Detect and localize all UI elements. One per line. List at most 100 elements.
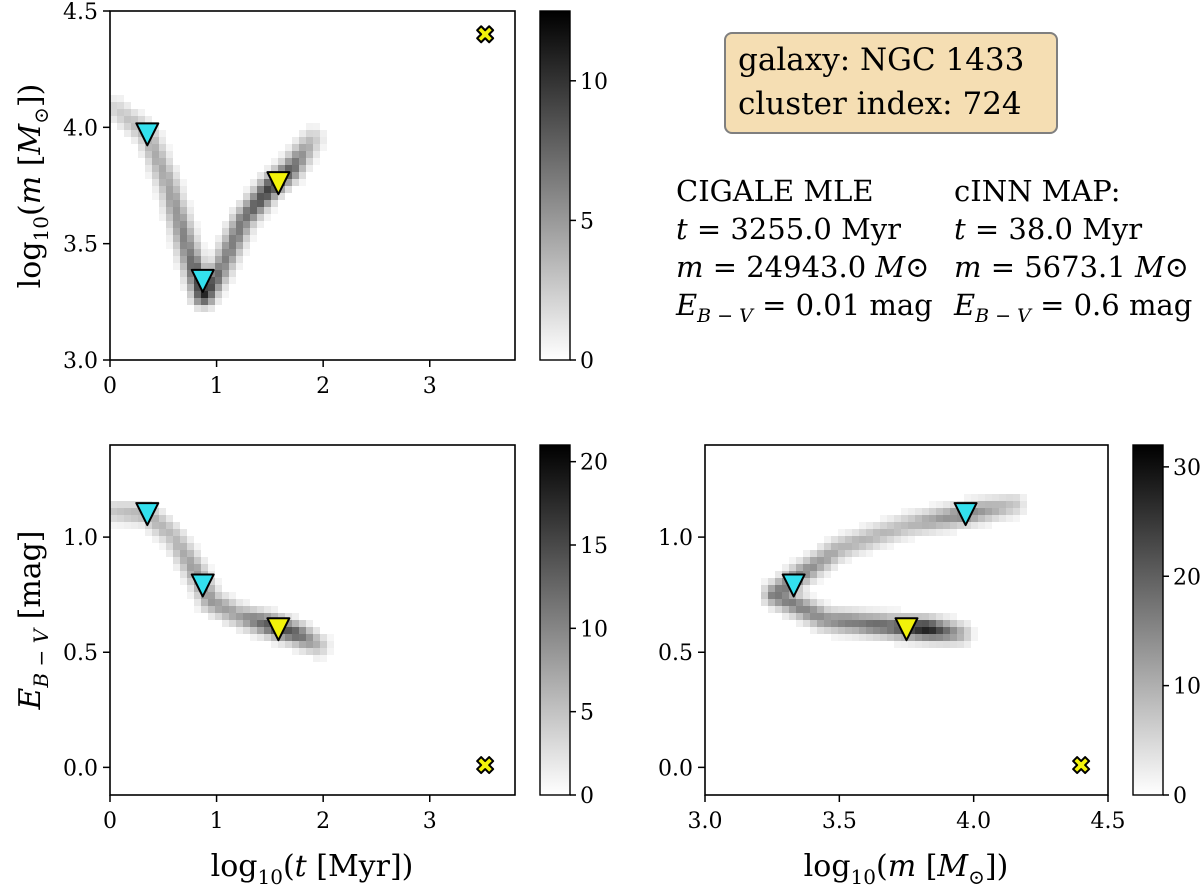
density-cell [180,200,187,207]
ylabel-bottom-left: EB − V [mag] [13,530,53,710]
density-cell [299,634,306,641]
density-cell [943,641,950,648]
density-cell [831,564,838,571]
density-cell [222,221,229,228]
plot-frame-bottom-left [109,444,516,796]
density-cell [222,277,229,284]
density-cell [271,158,278,165]
ylabel-top: log10(m [M⊙]) [13,84,53,289]
density-cell [810,578,817,585]
density-cell [789,557,796,564]
density-cell [257,634,264,641]
density-cell [201,599,208,606]
colorbar-tick-label: 5 [580,701,594,726]
density-cell [901,613,908,620]
density-cell [250,179,257,186]
density-cell [803,578,810,585]
density-cell [194,221,201,228]
density-cell [782,592,789,599]
density-cell [880,613,887,620]
density-cell [313,641,320,648]
density-cell [159,508,166,515]
density-cell [194,284,201,291]
density-cell [866,543,873,550]
density-cell [229,242,236,249]
density-cell [145,522,152,529]
density-cell [250,606,257,613]
density-cell [166,151,173,158]
density-cell [943,620,950,627]
density-cell [124,515,131,522]
density-cell [222,242,229,249]
density-cell [866,529,873,536]
density-cell [838,529,845,536]
density-cell [803,620,810,627]
density-cell [943,529,950,536]
density-cell [201,564,208,571]
density-cell [152,165,159,172]
density-cell [264,165,271,172]
density-cell [810,550,817,557]
yellow-triangle-marker [266,617,291,642]
density-cell [110,508,117,515]
density-cell [971,522,978,529]
density-cell [887,536,894,543]
density-cell [782,613,789,620]
density-cell [180,249,187,256]
density-cell [187,221,194,228]
colorbar-tick-label: 15 [580,534,608,559]
density-cell [208,585,215,592]
density-cell [796,599,803,606]
density-cell [187,235,194,242]
density-cell [845,627,852,634]
density-cell [145,144,152,151]
density-cell [236,263,243,270]
density-cell [250,228,257,235]
density-cell [936,515,943,522]
density-cell [187,585,194,592]
density-cell [831,606,838,613]
density-cell [222,249,229,256]
density-cell [264,193,271,200]
density-cell [943,515,950,522]
density-cell [180,543,187,550]
density-cell [285,641,292,648]
density-cell [299,641,306,648]
density-cell [236,627,243,634]
density-cell [236,207,243,214]
density-cell [306,620,313,627]
density-cell [131,522,138,529]
density-cell [950,620,957,627]
density-cell [306,144,313,151]
density-cell [257,193,264,200]
density-cell [173,557,180,564]
density-cell [152,186,159,193]
density-cell [852,543,859,550]
density-cell [215,592,222,599]
density-cell [159,522,166,529]
density-cell [152,144,159,151]
density-cell [887,634,894,641]
density-cell [992,501,999,508]
density-cell [901,508,908,515]
density-cell [222,606,229,613]
colorbar-tick-label: 10 [580,617,608,642]
density-cell [796,613,803,620]
density-cell [180,284,187,291]
density-cell [138,515,145,522]
density-cell [880,522,887,529]
density-cell [166,550,173,557]
density-cell [257,613,264,620]
density-cell [271,193,278,200]
density-cell [803,592,810,599]
density-cell [292,165,299,172]
density-cell [180,214,187,221]
density-cell [278,165,285,172]
density-cell [152,536,159,543]
density-cell [936,634,943,641]
density-cell [138,116,145,123]
density-cell [138,522,145,529]
density-cell [166,522,173,529]
density-cell [803,564,810,571]
